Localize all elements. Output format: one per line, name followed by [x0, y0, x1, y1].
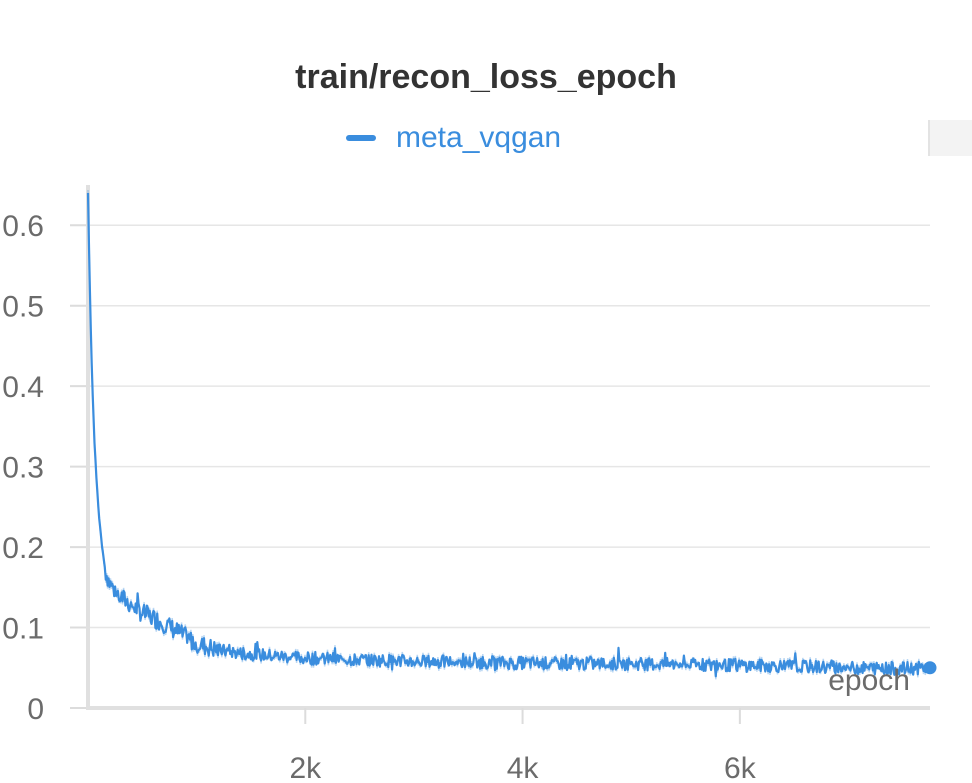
panel-scroll-handle[interactable]	[928, 120, 972, 156]
series-line-meta-vqgan	[86, 192, 932, 678]
legend-label: meta_vqgan	[396, 121, 562, 154]
series-lines	[86, 189, 937, 680]
legend[interactable]: meta_vqgan	[346, 120, 561, 156]
series-envelope	[87, 189, 931, 680]
y-tick-label: 0.1	[2, 613, 44, 646]
x-axis-label: epoch	[828, 664, 910, 697]
y-tick-label: 0.3	[2, 452, 44, 485]
axes	[70, 185, 930, 724]
x-tick-label: 4k	[507, 752, 540, 783]
y-tick-label: 0	[27, 693, 44, 726]
y-tick-label: 0.4	[2, 371, 44, 404]
x-tick-label: 6k	[724, 752, 757, 783]
legend-swatch	[346, 135, 376, 141]
gridlines	[88, 224, 930, 629]
y-tick-label: 0.6	[2, 210, 44, 243]
tick-labels: 0 0.1 0.2 0.3 0.4 0.5 0.6 2k 4k 6k	[2, 210, 756, 783]
y-tick-label: 0.5	[2, 291, 44, 324]
series-end-point	[923, 661, 937, 675]
x-tick-label: 2k	[289, 752, 322, 783]
chart-title: train/recon_loss_epoch	[295, 58, 677, 96]
y-tick-label: 0.2	[2, 532, 44, 565]
